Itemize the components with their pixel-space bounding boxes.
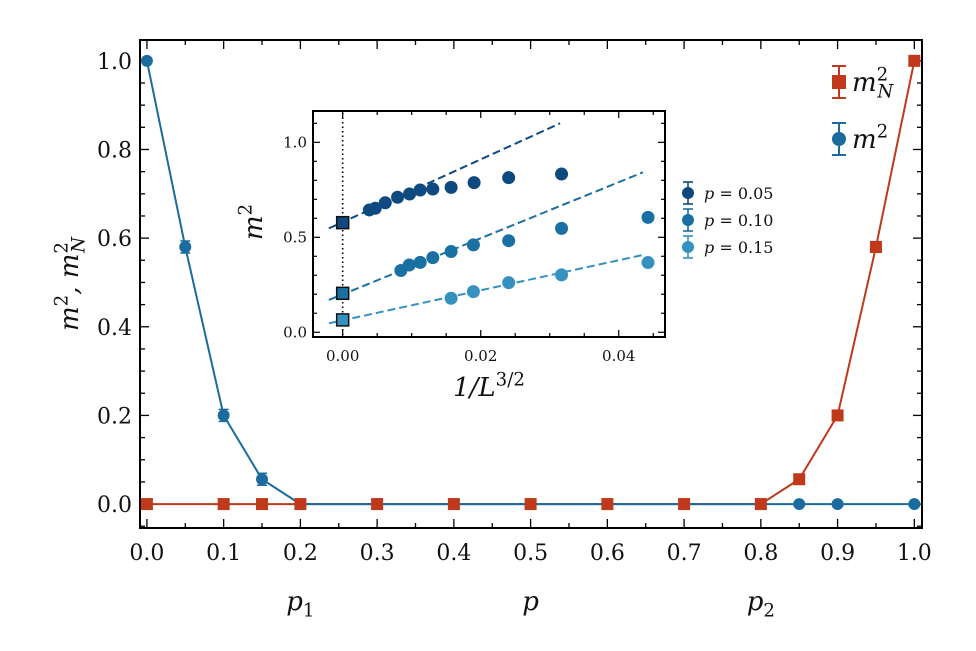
data-point [555,268,569,282]
inset-y-tick-label: 0.0 [283,323,307,341]
data-point [217,409,230,422]
y-tick-label: 0.6 [97,227,132,252]
inset-legend-label: p = 0.05 [704,184,773,203]
x-tick-label: 0.4 [436,541,471,566]
data-point [371,498,384,511]
x-annotation-label: p2 [747,587,775,622]
data-point [426,182,440,196]
x-tick-label: 0.7 [667,541,702,566]
data-point [413,255,427,269]
x-tick-label: 0.3 [360,541,395,566]
data-point [466,285,480,299]
legend-marker [682,187,694,199]
inset-x-tick-label: 0.00 [326,347,359,365]
y-tick-label: 0.0 [97,493,132,518]
legend-marker [682,214,694,226]
data-point [426,251,440,265]
x-annotation-label: p [522,587,539,617]
data-point [524,498,537,511]
data-point [140,498,153,511]
inset-plot-frame [312,110,666,338]
extrapolated-point [335,215,350,230]
inset-y-tick-label: 0.5 [283,228,307,246]
legend-marker [682,241,694,253]
data-point [402,258,416,272]
data-point [466,238,480,252]
data-point [502,171,516,185]
data-point [256,473,269,486]
data-point [641,210,655,224]
data-point [467,176,481,190]
inset-legend-label: p = 0.15 [704,238,773,257]
data-point [217,498,230,511]
data-point [444,245,458,259]
fit-line [328,253,644,325]
data-point [555,221,569,235]
data-point [678,498,691,511]
inset-x-axis-label: 1/L3/2 [453,370,525,403]
data-point [831,409,844,422]
data-point [869,240,882,253]
x-tick-label: 0.5 [513,541,548,566]
data-point [256,498,269,511]
x-tick-label: 0.0 [129,541,164,566]
inset-x-tick-label: 0.04 [602,347,635,365]
data-point [444,291,458,305]
y-tick-label: 1.0 [97,50,132,75]
data-point [444,180,458,194]
data-point [641,256,655,270]
x-annotation-label: p1 [286,587,314,622]
legend-label: m2 N [852,65,894,103]
data-point [555,167,569,181]
data-point [793,498,806,511]
data-point [368,201,382,215]
legend-marker [832,75,846,89]
extrapolated-point [335,313,350,327]
y-tick-label: 0.8 [97,138,132,163]
data-point [908,54,921,67]
inset-y-tick-label: 1.0 [283,133,307,151]
data-point [831,498,844,511]
data-point [601,498,614,511]
inset-y-axis-label: m2 [236,204,269,240]
x-tick-label: 0.2 [283,541,318,566]
data-point [502,234,516,248]
series-line [145,60,915,506]
data-point [403,187,417,201]
y-tick-label: 0.2 [97,404,132,429]
fit-line [328,171,644,301]
extrapolated-point [335,286,350,301]
data-point [793,473,806,486]
y-axis-label: m2, m2N [52,236,90,331]
inset-x-tick-label: 0.02 [464,347,497,365]
x-tick-label: 0.1 [206,541,241,566]
x-tick-label: 0.8 [743,541,778,566]
data-point [754,498,767,511]
data-point [502,276,516,290]
data-point [413,183,427,197]
legend-label: m2 [852,122,888,155]
x-tick-label: 0.6 [590,541,625,566]
inset-legend-label: p = 0.10 [704,211,773,230]
data-point [447,498,460,511]
data-point [378,196,392,210]
data-point [140,54,153,67]
legend-marker [832,132,846,146]
data-point [179,240,192,253]
x-tick-label: 0.9 [820,541,855,566]
data-point [391,190,405,204]
data-point [908,498,921,511]
data-point [294,498,307,511]
y-tick-label: 0.4 [97,316,132,341]
x-tick-label: 1.0 [897,541,932,566]
